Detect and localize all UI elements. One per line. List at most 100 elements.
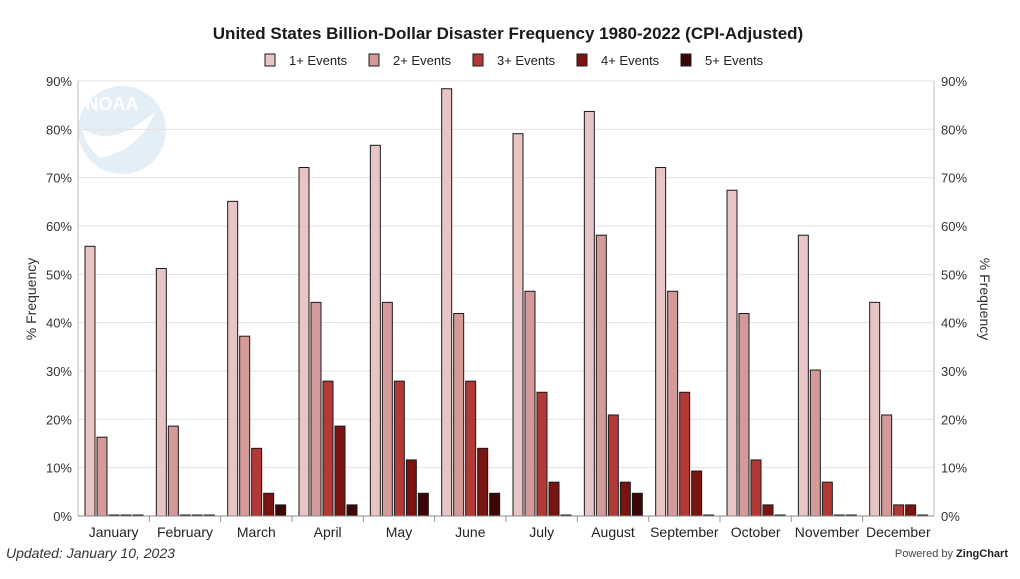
bar-october-3plus bbox=[750, 459, 762, 517]
bar-july-1plus bbox=[512, 133, 524, 517]
x-axis: January February March April May June July Augu… bbox=[89, 516, 931, 540]
bar-may-3plus bbox=[393, 380, 405, 517]
x-tick-label: May bbox=[386, 524, 412, 540]
legend-item-1plus[interactable]: 1+ Events bbox=[264, 53, 348, 68]
legend-swatch bbox=[264, 53, 276, 67]
bar-july-2plus bbox=[524, 290, 536, 517]
bar-june-1plus bbox=[441, 88, 453, 517]
bar-december-2plus bbox=[881, 414, 893, 517]
legend-swatch bbox=[472, 53, 484, 67]
bar-february-1plus bbox=[155, 268, 167, 517]
x-tick-label: September bbox=[650, 524, 719, 540]
x-tick-label: November bbox=[795, 524, 860, 540]
bar-may-4plus bbox=[405, 459, 417, 517]
bar-june-3plus bbox=[465, 380, 477, 517]
x-tick-label: April bbox=[314, 524, 342, 540]
bar-january-2plus bbox=[96, 436, 108, 517]
y-tick-label-left: 40% bbox=[46, 316, 72, 331]
y-tick-label-left: 90% bbox=[46, 74, 72, 89]
bar-november-3plus bbox=[821, 481, 833, 517]
bar-march-4plus bbox=[263, 492, 275, 517]
bar-november-1plus bbox=[797, 234, 809, 517]
bar-july-3plus bbox=[536, 391, 548, 517]
legend-label: 1+ Events bbox=[289, 53, 348, 68]
bar-december-3plus bbox=[893, 504, 905, 517]
y-tick-label-right: 70% bbox=[941, 171, 967, 186]
bar-december-4plus bbox=[905, 504, 917, 517]
x-tick-label: March bbox=[237, 524, 276, 540]
y-tick-label-right: 30% bbox=[941, 364, 967, 379]
legend[interactable]: 1+ Events 2+ Events 3+ Events 4+ Events 5+ E… bbox=[264, 53, 764, 68]
bar-june-4plus bbox=[477, 447, 489, 517]
y-tick-label-left: 70% bbox=[46, 171, 72, 186]
bar-august-2plus bbox=[595, 234, 607, 517]
bar-may-5plus bbox=[417, 492, 429, 517]
bar-august-5plus bbox=[631, 492, 643, 517]
bars bbox=[84, 88, 929, 517]
legend-label: 3+ Events bbox=[497, 53, 556, 68]
bar-march-5plus bbox=[275, 504, 287, 517]
y-tick-label-right: 90% bbox=[941, 74, 967, 89]
x-tick-label: August bbox=[591, 524, 635, 540]
bar-september-4plus bbox=[691, 470, 703, 517]
y-axis-left: 0% 10% 20% 30% 40% 50% 60% 70% 80% 90% bbox=[46, 74, 79, 524]
y-tick-label-left: 80% bbox=[46, 122, 72, 137]
legend-swatch bbox=[368, 53, 380, 67]
zingchart-brand[interactable]: ZingChart bbox=[956, 548, 1008, 560]
y-tick-label-left: 50% bbox=[46, 267, 72, 282]
y-axis-title-right: % Frequency bbox=[977, 258, 993, 340]
y-tick-label-left: 60% bbox=[46, 219, 72, 234]
legend-label: 4+ Events bbox=[601, 53, 660, 68]
y-tick-label-left: 20% bbox=[46, 412, 72, 427]
legend-swatch bbox=[576, 53, 588, 67]
bar-january-1plus bbox=[84, 245, 96, 517]
bar-october-4plus bbox=[762, 504, 774, 517]
powered-by-prefix: Powered by bbox=[894, 548, 953, 560]
y-axis-right: 0% 10% 20% 30% 40% 50% 60% 70% 80% 90% bbox=[933, 74, 967, 524]
bar-september-2plus bbox=[667, 290, 679, 517]
legend-label: 2+ Events bbox=[393, 53, 452, 68]
powered-by[interactable]: Powered by ZingChart bbox=[895, 548, 1008, 560]
bar-may-1plus bbox=[369, 144, 381, 517]
legend-item-3plus[interactable]: 3+ Events bbox=[472, 53, 556, 68]
bar-april-5plus bbox=[346, 504, 358, 517]
noaa-watermark-logo: NOAA bbox=[78, 86, 166, 174]
bar-april-4plus bbox=[334, 425, 346, 517]
updated-note: Updated: January 10, 2023 bbox=[6, 545, 175, 561]
y-tick-label-left: 0% bbox=[53, 509, 72, 524]
y-tick-label-right: 10% bbox=[941, 461, 967, 476]
noaa-watermark-text: NOAA bbox=[86, 94, 139, 114]
legend-swatch bbox=[680, 53, 692, 67]
chart-title: United States Billion-Dollar Disaster Fr… bbox=[213, 24, 803, 43]
y-tick-label-left: 10% bbox=[46, 461, 72, 476]
bar-march-1plus bbox=[227, 200, 239, 517]
y-tick-label-right: 80% bbox=[941, 122, 967, 137]
gridlines bbox=[78, 80, 934, 469]
bar-september-1plus bbox=[655, 167, 667, 517]
legend-item-4plus[interactable]: 4+ Events bbox=[576, 53, 660, 68]
x-tick-label: October bbox=[731, 524, 781, 540]
bar-june-2plus bbox=[453, 312, 465, 517]
bar-march-3plus bbox=[251, 447, 263, 517]
bar-august-3plus bbox=[607, 414, 619, 517]
bar-february-2plus bbox=[167, 425, 179, 517]
x-tick-label: December bbox=[866, 524, 931, 540]
bar-august-4plus bbox=[619, 481, 631, 517]
bar-april-2plus bbox=[310, 301, 322, 517]
bar-august-1plus bbox=[583, 110, 595, 517]
x-tick-label: February bbox=[157, 524, 213, 540]
bar-september-3plus bbox=[679, 391, 691, 517]
legend-item-2plus[interactable]: 2+ Events bbox=[368, 53, 452, 68]
bar-october-2plus bbox=[738, 312, 750, 517]
y-axis-title-left: % Frequency bbox=[23, 258, 39, 340]
y-tick-label-right: 20% bbox=[941, 412, 967, 427]
y-tick-label-right: 60% bbox=[941, 219, 967, 234]
bar-april-1plus bbox=[298, 167, 310, 517]
x-tick-label: June bbox=[455, 524, 486, 540]
y-tick-label-right: 50% bbox=[941, 267, 967, 282]
legend-item-5plus[interactable]: 5+ Events bbox=[680, 53, 764, 68]
bar-march-2plus bbox=[239, 335, 251, 517]
bar-november-2plus bbox=[809, 369, 821, 517]
bar-december-1plus bbox=[869, 301, 881, 517]
